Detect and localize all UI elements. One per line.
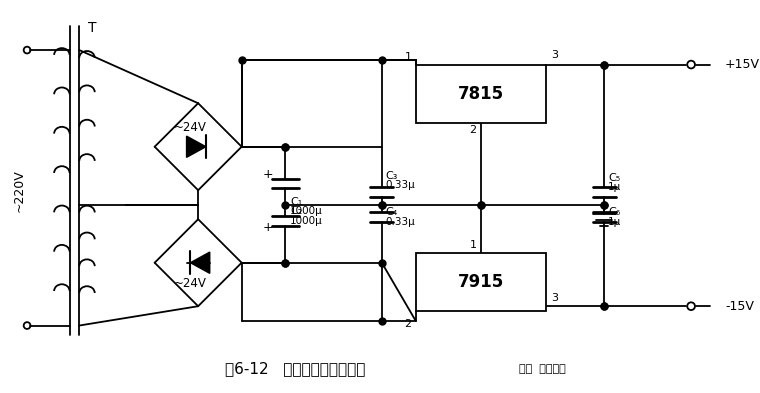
Text: ~24V: ~24V — [174, 277, 207, 290]
Text: C₆: C₆ — [608, 208, 620, 217]
Text: 1μ: 1μ — [608, 217, 621, 227]
Text: 7915: 7915 — [458, 273, 504, 291]
Text: C₅: C₅ — [608, 173, 620, 183]
Text: C₃: C₃ — [385, 171, 398, 181]
Text: 3: 3 — [551, 294, 558, 303]
Text: 1: 1 — [404, 52, 411, 62]
Bar — [416, 64, 546, 123]
Text: -15V: -15V — [725, 300, 754, 313]
Text: +: + — [262, 168, 273, 181]
Text: 1μ: 1μ — [608, 182, 621, 192]
Text: ~220V: ~220V — [13, 169, 26, 211]
Text: 2: 2 — [404, 319, 411, 329]
Text: C₄: C₄ — [385, 208, 398, 217]
Text: 1: 1 — [470, 240, 477, 250]
Text: 3: 3 — [551, 50, 558, 60]
Polygon shape — [186, 136, 206, 157]
Bar — [416, 253, 546, 311]
Text: +: + — [262, 221, 273, 234]
Text: 图6-12   正、负直流稳压电源: 图6-12 正、负直流稳压电源 — [225, 362, 365, 376]
Text: C₁: C₁ — [290, 197, 302, 207]
Text: 2: 2 — [470, 125, 477, 135]
Text: ~24V: ~24V — [174, 121, 207, 134]
Polygon shape — [191, 252, 210, 274]
Text: 1000μ: 1000μ — [290, 216, 323, 226]
Text: T: T — [87, 21, 96, 35]
Text: 1000μ: 1000μ — [290, 206, 323, 217]
Text: 微信  皎皎培训: 微信 皎皎培训 — [512, 364, 566, 374]
Text: C₂: C₂ — [290, 206, 302, 217]
Text: 0.33μ: 0.33μ — [385, 180, 416, 190]
Text: 0.33μ: 0.33μ — [385, 217, 416, 227]
Text: 7815: 7815 — [458, 84, 504, 103]
Text: +15V: +15V — [725, 58, 760, 71]
